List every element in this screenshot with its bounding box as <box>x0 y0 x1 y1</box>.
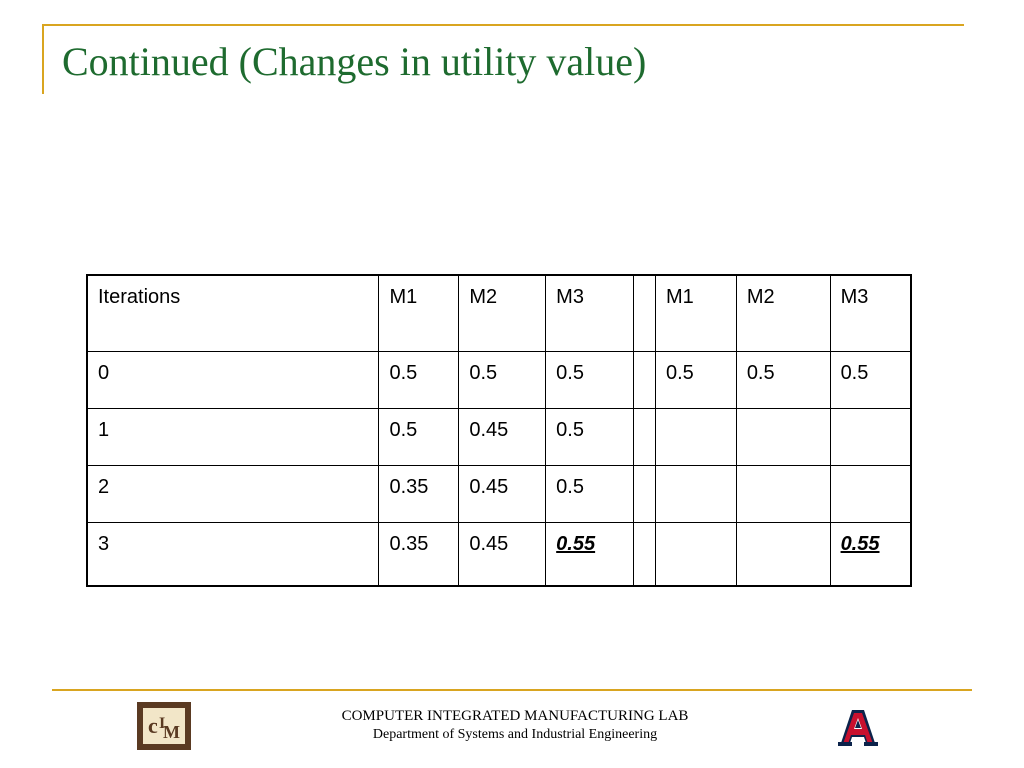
table-cell <box>735 521 831 587</box>
slide-title: Continued (Changes in utility value) <box>62 39 647 84</box>
table-cell: 0.5 <box>545 407 635 466</box>
table-cell-highlight: 0.55 <box>545 521 635 587</box>
cim-logo-icon: c I M <box>137 702 191 750</box>
svg-text:c: c <box>148 713 158 738</box>
table-cell-spacer <box>633 464 656 523</box>
table-cell: 0.35 <box>378 464 460 523</box>
utility-table: Iterations M1 M2 M3 M1 M2 M3 0 0.5 0.5 0… <box>86 274 912 587</box>
table-cell <box>829 407 912 466</box>
table-cell: 0.45 <box>458 464 547 523</box>
table-row: 0 0.5 0.5 0.5 0.5 0.5 0.5 <box>86 350 912 409</box>
table-cell <box>735 407 831 466</box>
table-cell: 0.5 <box>545 350 635 409</box>
table-cell: 0.5 <box>735 350 831 409</box>
left-accent-divider <box>42 24 44 94</box>
table-row: 1 0.5 0.45 0.5 <box>86 407 912 466</box>
university-a-logo-icon <box>836 708 880 748</box>
header-cell-spacer <box>633 274 656 352</box>
header-cell-m2-second: M2 <box>735 274 831 352</box>
table-cell: 0.45 <box>458 521 547 587</box>
footer-department: Department of Systems and Industrial Eng… <box>372 727 658 743</box>
table-header-row: Iterations M1 M2 M3 M1 M2 M3 <box>86 274 912 352</box>
table-cell: 1 <box>86 407 380 466</box>
table-cell <box>655 464 737 523</box>
table-cell: 0.5 <box>458 350 547 409</box>
footer-lab-name: COMPUTER INTEGRATED MANUFACTURING LAB <box>341 708 689 724</box>
table-cell-spacer <box>633 407 656 466</box>
table-row: 3 0.35 0.45 0.55 0.55 <box>86 521 912 587</box>
table-cell-spacer <box>633 350 656 409</box>
table-cell: 0.5 <box>545 464 635 523</box>
header-cell-m2: M2 <box>458 274 547 352</box>
table-cell: 3 <box>86 521 380 587</box>
table-cell: 2 <box>86 464 380 523</box>
table-cell <box>655 407 737 466</box>
header-cell-iterations: Iterations <box>86 274 380 352</box>
svg-text:M: M <box>163 722 180 742</box>
table-cell: 0.35 <box>378 521 460 587</box>
table-cell: 0.5 <box>655 350 737 409</box>
table-cell: 0.45 <box>458 407 547 466</box>
table-cell: 0.5 <box>829 350 912 409</box>
header-cell-m1-second: M1 <box>655 274 737 352</box>
table-cell-spacer <box>633 521 656 587</box>
table-cell <box>735 464 831 523</box>
footer: COMPUTER INTEGRATED MANUFACTURING LAB De… <box>262 706 768 745</box>
svg-text:I: I <box>159 715 165 732</box>
table-cell: 0 <box>86 350 380 409</box>
bottom-divider <box>52 689 972 691</box>
table-cell-highlight: 0.55 <box>829 521 912 587</box>
table-cell <box>829 464 912 523</box>
table-cell: 0.5 <box>378 350 460 409</box>
table-cell <box>655 521 737 587</box>
table-cell: 0.5 <box>378 407 460 466</box>
top-divider <box>42 24 964 26</box>
header-cell-m3: M3 <box>545 274 635 352</box>
table-row: 2 0.35 0.45 0.5 <box>86 464 912 523</box>
header-cell-m1: M1 <box>378 274 460 352</box>
header-cell-m3-second: M3 <box>829 274 912 352</box>
